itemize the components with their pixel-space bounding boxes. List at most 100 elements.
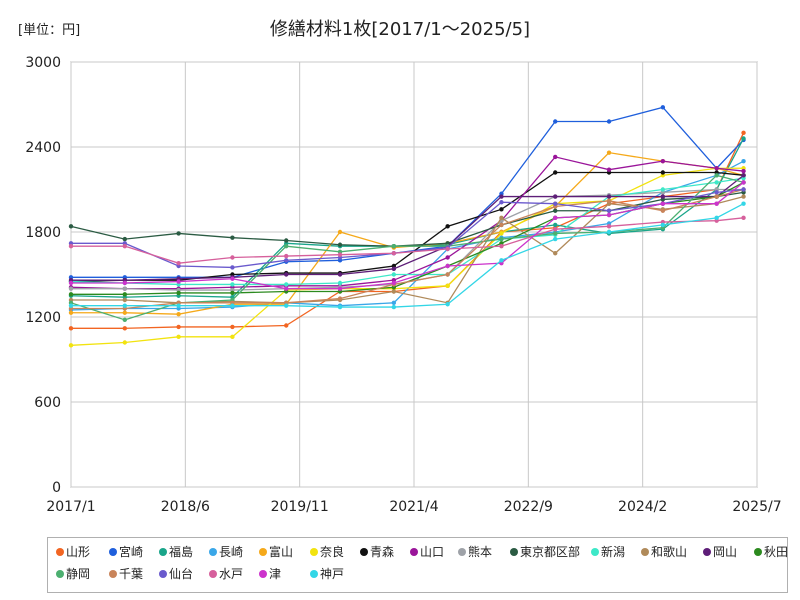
data-point xyxy=(499,236,504,242)
legend-label: 宮崎 xyxy=(119,545,144,559)
legend-item: 宮崎 xyxy=(109,545,143,559)
x-tick-label: 2022/9 xyxy=(504,499,553,515)
data-point xyxy=(230,324,235,330)
data-point xyxy=(660,222,666,228)
data-point xyxy=(499,222,504,228)
legend-item: 福島 xyxy=(159,545,193,559)
data-point xyxy=(391,300,397,306)
data-point xyxy=(122,236,128,242)
data-point xyxy=(660,187,666,192)
data-point xyxy=(122,292,128,297)
legend-swatch xyxy=(360,548,368,556)
legend-label: 奈良 xyxy=(320,545,345,559)
data-point xyxy=(284,253,289,259)
legend-swatch xyxy=(56,570,64,578)
legend-item: 水戸 xyxy=(209,567,243,581)
data-point xyxy=(741,173,746,178)
legend-label: 青森 xyxy=(370,545,395,559)
data-point xyxy=(741,201,746,206)
data-point xyxy=(606,212,612,218)
data-point xyxy=(714,215,719,221)
legend-item: 東京都区部 xyxy=(510,545,580,559)
legend-item: 熊本 xyxy=(458,545,492,559)
series-line xyxy=(71,174,744,281)
chart-title: 修繕材料1枚[2017/1～2025/5] xyxy=(270,19,530,40)
x-tick-label: 2019/11 xyxy=(271,499,329,515)
data-point xyxy=(660,201,666,206)
data-point xyxy=(122,286,128,291)
data-point xyxy=(176,231,181,236)
legend-swatch xyxy=(410,548,418,556)
data-point xyxy=(499,243,504,249)
legend-swatch xyxy=(259,570,267,578)
series-line xyxy=(71,181,744,290)
data-point xyxy=(176,334,181,340)
data-point xyxy=(68,292,74,297)
data-point xyxy=(122,297,128,303)
data-point xyxy=(553,226,558,232)
series-line xyxy=(70,191,744,247)
series-line xyxy=(70,160,744,311)
data-point xyxy=(68,286,74,291)
data-point xyxy=(741,215,746,221)
data-point xyxy=(553,201,558,206)
series-line xyxy=(70,167,744,346)
data-point xyxy=(337,296,343,301)
legend-item: 神戸 xyxy=(310,567,344,581)
legend-item: 長崎 xyxy=(209,545,243,559)
data-point xyxy=(660,208,666,213)
data-point xyxy=(391,289,397,294)
data-point xyxy=(553,194,558,199)
legend-swatch xyxy=(259,548,267,556)
data-point xyxy=(230,334,235,340)
legend-item: 千葉 xyxy=(109,567,143,581)
data-point xyxy=(741,180,746,185)
series-line xyxy=(71,188,744,269)
data-point xyxy=(122,317,128,323)
data-point xyxy=(553,231,558,236)
legend-label: 熊本 xyxy=(468,545,493,559)
data-point xyxy=(606,208,612,213)
legend: 山形 宮崎 福島 長崎 富山 奈良 青森 山口 熊本 東京都区部 新潟 和歌山 岡山 秋田 静岡 千葉 仙台 水戸… xyxy=(47,537,788,593)
data-point xyxy=(741,158,746,164)
legend-label: 千葉 xyxy=(119,567,144,581)
data-point xyxy=(391,251,397,256)
legend-label: 秋田 xyxy=(764,545,789,559)
x-axis-ticks: 2017/1 2018/6 2019/11 2021/4 2022/9 2024/2 202… xyxy=(46,499,781,515)
data-point xyxy=(337,252,343,257)
series-line xyxy=(71,106,745,278)
data-point xyxy=(337,304,343,310)
x-tick-label: 2017/1 xyxy=(46,499,95,515)
data-point xyxy=(445,255,450,260)
legend-label: 山形 xyxy=(66,545,91,559)
legend-label: 長崎 xyxy=(219,545,244,559)
data-point xyxy=(553,222,558,228)
data-point xyxy=(337,280,343,286)
data-point xyxy=(122,303,128,308)
data-point xyxy=(391,280,397,286)
data-point xyxy=(660,194,666,199)
data-point xyxy=(553,236,558,242)
data-point xyxy=(445,283,450,289)
data-point xyxy=(714,194,719,199)
legend-item: 奈良 xyxy=(310,545,344,559)
legend-label: 静岡 xyxy=(66,567,91,581)
data-point xyxy=(391,243,397,249)
data-point xyxy=(284,323,289,328)
data-point xyxy=(714,173,719,178)
legend-label: 富山 xyxy=(269,545,294,559)
series-line xyxy=(71,188,744,310)
legend-label: 和歌山 xyxy=(651,545,688,559)
data-point xyxy=(553,154,558,160)
data-point xyxy=(553,251,558,256)
data-point xyxy=(660,170,666,175)
data-point xyxy=(660,158,666,164)
y-tick-label: 1800 xyxy=(25,225,61,241)
data-point xyxy=(176,290,181,296)
data-point xyxy=(176,279,181,284)
data-point xyxy=(284,272,289,277)
legend-item: 岡山 xyxy=(703,545,737,559)
series-line xyxy=(71,203,744,308)
legend-item: 仙台 xyxy=(159,567,193,581)
data-point xyxy=(230,282,235,287)
